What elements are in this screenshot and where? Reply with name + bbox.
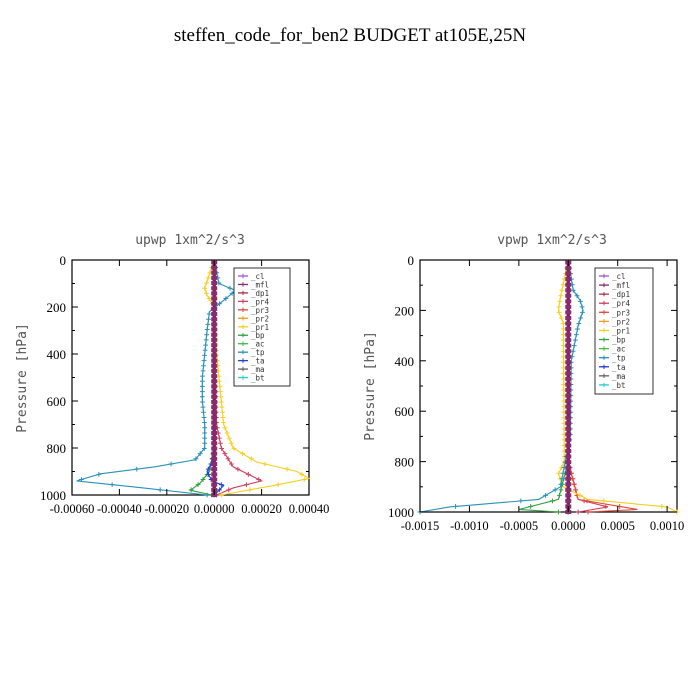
x-tick-label: -0.0010	[450, 519, 489, 533]
x-tick-label: 0.00000	[194, 502, 235, 516]
y-tick-label: 800	[47, 441, 67, 456]
y-tick-label: 200	[47, 300, 67, 315]
legend-label_pr1: _pr1	[612, 326, 630, 335]
x-tick-label: -0.00020	[144, 502, 189, 516]
x-tick-label: 0.0005	[601, 519, 635, 533]
legend-marker_pr1	[601, 328, 607, 333]
legend-label_mfl: _mfl	[251, 280, 269, 289]
y-tick-label: 800	[395, 455, 415, 470]
legend-marker_dp1	[601, 291, 607, 297]
zero-profile-markers	[565, 260, 572, 514]
legend-marker_pr1	[240, 324, 246, 329]
legend-marker_mfl	[601, 282, 607, 288]
chart-title: vpwp 1xm^2/s^3	[497, 233, 607, 248]
legend: _cl_mfl_dp1_pr4_pr3_pr2_pr1_bp_ac_tp_ta_…	[233, 267, 291, 387]
legend-label_pr4: _pr4	[251, 297, 270, 306]
chart-upwp: upwp 1xm^2/s^3 Pressure [hPa] -0.00060 -0…	[15, 233, 329, 516]
legend-marker_cl	[601, 273, 607, 279]
x-tick-label: 0.0010	[650, 519, 684, 533]
y-tick-label: 600	[395, 404, 415, 419]
x-tick-label: -0.0015	[401, 519, 440, 533]
legend-label_cl: _cl	[251, 272, 265, 281]
legend-label_ac: _ac	[251, 340, 265, 349]
legend-label_ac: _ac	[612, 345, 626, 354]
y-tick-label: 400	[47, 347, 67, 362]
legend-label_ta: _ta	[251, 357, 265, 366]
legend-label_mfl: _mfl	[612, 281, 630, 290]
x-tick-label: 0.00020	[241, 502, 282, 516]
legend-marker_pr3	[240, 307, 246, 313]
legend-marker_dp1	[240, 290, 246, 296]
legend-marker_tp	[601, 355, 607, 360]
y-tick-label: 1000	[388, 505, 414, 520]
y-tick-label: 400	[395, 354, 415, 369]
legend-label_bp: _bp	[251, 331, 265, 340]
y-axis-label: Pressure [hPa]	[363, 331, 378, 441]
y-tick-label: 1000	[40, 488, 66, 503]
legend-marker_ta	[240, 358, 246, 363]
legend-label_pr1: _pr1	[251, 323, 269, 332]
legend-marker_pr4	[601, 301, 607, 306]
y-axis-label: Pressure [hPa]	[15, 323, 30, 433]
legend-label_cl: _cl	[612, 272, 626, 281]
legend-marker_ac	[240, 341, 246, 346]
legend-label_pr3: _pr3	[612, 308, 630, 317]
legend-label_bt: _bt	[251, 374, 265, 383]
legend-label_pr3: _pr3	[251, 306, 269, 315]
legend-label_ta: _ta	[612, 363, 626, 372]
x-tick-label: -0.00040	[97, 502, 142, 516]
y-tick-label: 600	[47, 394, 67, 409]
legend-marker_ac	[601, 346, 607, 351]
x-tick-label: -0.00060	[50, 502, 95, 516]
legend-marker_tp	[240, 349, 246, 355]
legend-label_ma: _ma	[251, 365, 265, 374]
legend-marker_pr3	[601, 310, 607, 315]
legend-label_pr2: _pr2	[251, 314, 269, 323]
legend-marker_bp	[601, 337, 607, 342]
chart-title: upwp 1xm^2/s^3	[135, 233, 245, 248]
legend-marker_cl	[240, 273, 246, 279]
legend-marker_ma	[601, 373, 607, 379]
legend-label_pr4: _pr4	[612, 299, 631, 308]
legend-label_bt: _bt	[612, 381, 626, 390]
legend: _cl_mfl_dp1_pr4_pr3_pr2_pr1_bp_ac_tp_ta_…	[594, 267, 654, 395]
legend-label_pr2: _pr2	[612, 317, 630, 326]
legend-marker_bt	[601, 382, 607, 388]
x-tick-label: 0.00040	[289, 502, 330, 516]
x-tick-label: 0.0000	[551, 519, 585, 533]
y-tick-label: 200	[395, 303, 415, 318]
chart-vpwp: vpwp 1xm^2/s^3 Pressure [hPa] -0.0015 -0.…	[363, 233, 684, 533]
y-tick-label: 0	[60, 253, 67, 268]
legend-marker_pr4	[240, 299, 246, 304]
legend-label_bp: _bp	[612, 336, 626, 345]
legend-marker_ma	[240, 366, 246, 372]
legend-marker_pr2	[240, 316, 246, 321]
legend-label_tp: _tp	[612, 354, 626, 363]
y-tick-label: 0	[408, 253, 415, 268]
legend-label_dp1: _dp1	[612, 290, 630, 299]
legend-label_tp: _tp	[251, 348, 265, 357]
legend-marker_bt	[240, 375, 246, 380]
legend-label_ma: _ma	[612, 372, 626, 381]
legend-label_dp1: _dp1	[251, 289, 269, 298]
legend-marker_pr2	[601, 319, 607, 324]
legend-marker_bp	[240, 333, 246, 338]
x-tick-label: -0.0005	[500, 519, 539, 533]
legend-marker_ta	[601, 364, 607, 369]
zero-profile-markers	[211, 260, 218, 497]
legend-marker_mfl	[240, 282, 246, 287]
figure-title: steffen_code_for_ben2 BUDGET at105E,25N	[174, 25, 527, 46]
